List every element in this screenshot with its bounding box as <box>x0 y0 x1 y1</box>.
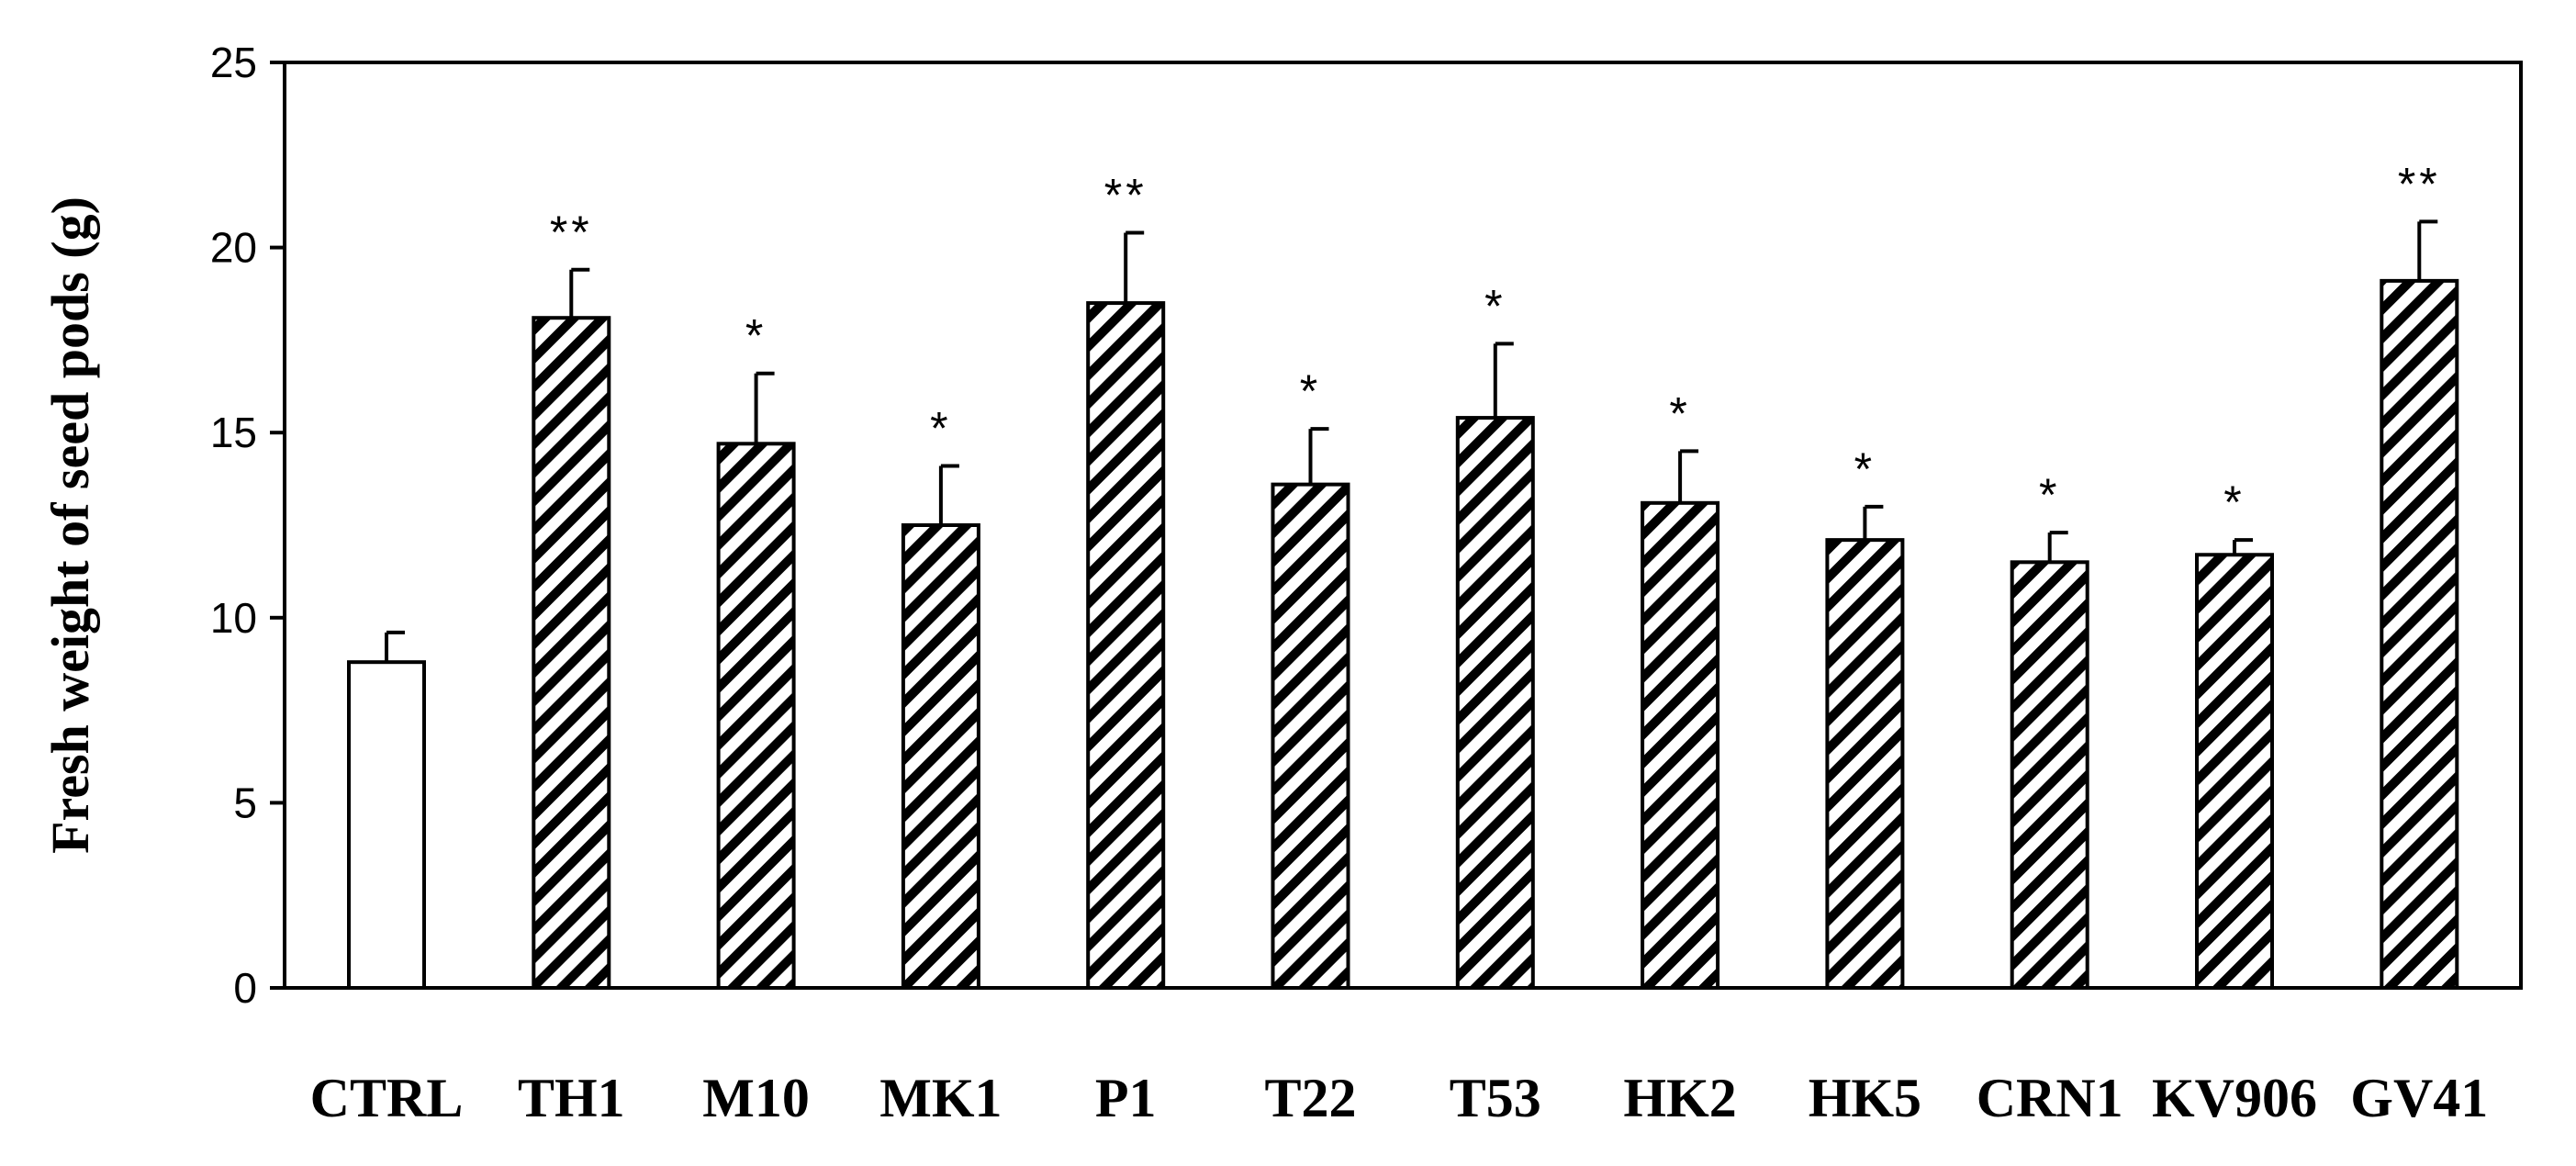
bar-MK1 <box>901 523 980 990</box>
x-tick-label: TH1 <box>518 1068 625 1128</box>
significance-label: * <box>1300 365 1321 417</box>
significance-label: ** <box>2398 158 2441 209</box>
x-tick-label: HK2 <box>1623 1068 1736 1128</box>
y-tick-label: 25 <box>210 39 257 86</box>
bar-T22 <box>1271 482 1350 990</box>
bar-T53 <box>1455 416 1535 990</box>
significance-label: * <box>1484 280 1506 331</box>
x-tick-label: T53 <box>1450 1068 1541 1128</box>
y-tick-label: 10 <box>210 594 257 642</box>
bar-P1 <box>1086 301 1166 990</box>
significance-label: ** <box>550 207 593 258</box>
significance-label: * <box>2039 469 2060 521</box>
x-tick-label: HK5 <box>1809 1068 1921 1128</box>
y-tick-label: 15 <box>210 409 257 456</box>
bar-CTRL <box>347 660 426 991</box>
significance-label: * <box>1669 387 1690 439</box>
bar-KV906 <box>2195 553 2274 990</box>
y-axis-title: Fresh weight of seed pods (g) <box>40 196 100 854</box>
bar-M10 <box>716 442 796 990</box>
x-tick-label: KV906 <box>2152 1068 2317 1128</box>
x-tick-label: GV41 <box>2350 1068 2488 1128</box>
plot-area-frame <box>283 61 2523 990</box>
bar-GV41 <box>2380 278 2459 990</box>
x-tick-label: T22 <box>1264 1068 1356 1128</box>
x-tick-label: CRN1 <box>1977 1068 2123 1128</box>
x-tick-label: P1 <box>1095 1068 1157 1128</box>
significance-label: * <box>2223 476 2245 528</box>
y-tick-label: 0 <box>233 964 257 1012</box>
y-tick-label: 5 <box>233 779 257 826</box>
x-tick-label: M10 <box>702 1068 810 1128</box>
significance-label: * <box>930 402 951 454</box>
bar-HK5 <box>1825 538 1905 990</box>
bar-CRN1 <box>2010 560 2089 990</box>
bar-TH1 <box>532 316 611 990</box>
significance-label: * <box>745 310 767 362</box>
bar-HK2 <box>1641 500 1720 990</box>
significance-label: * <box>1854 443 1876 495</box>
y-tick-label: 20 <box>210 224 257 272</box>
x-tick-label: CTRL <box>310 1068 464 1128</box>
x-tick-label: MK1 <box>879 1068 1002 1128</box>
significance-label: ** <box>1104 169 1148 220</box>
